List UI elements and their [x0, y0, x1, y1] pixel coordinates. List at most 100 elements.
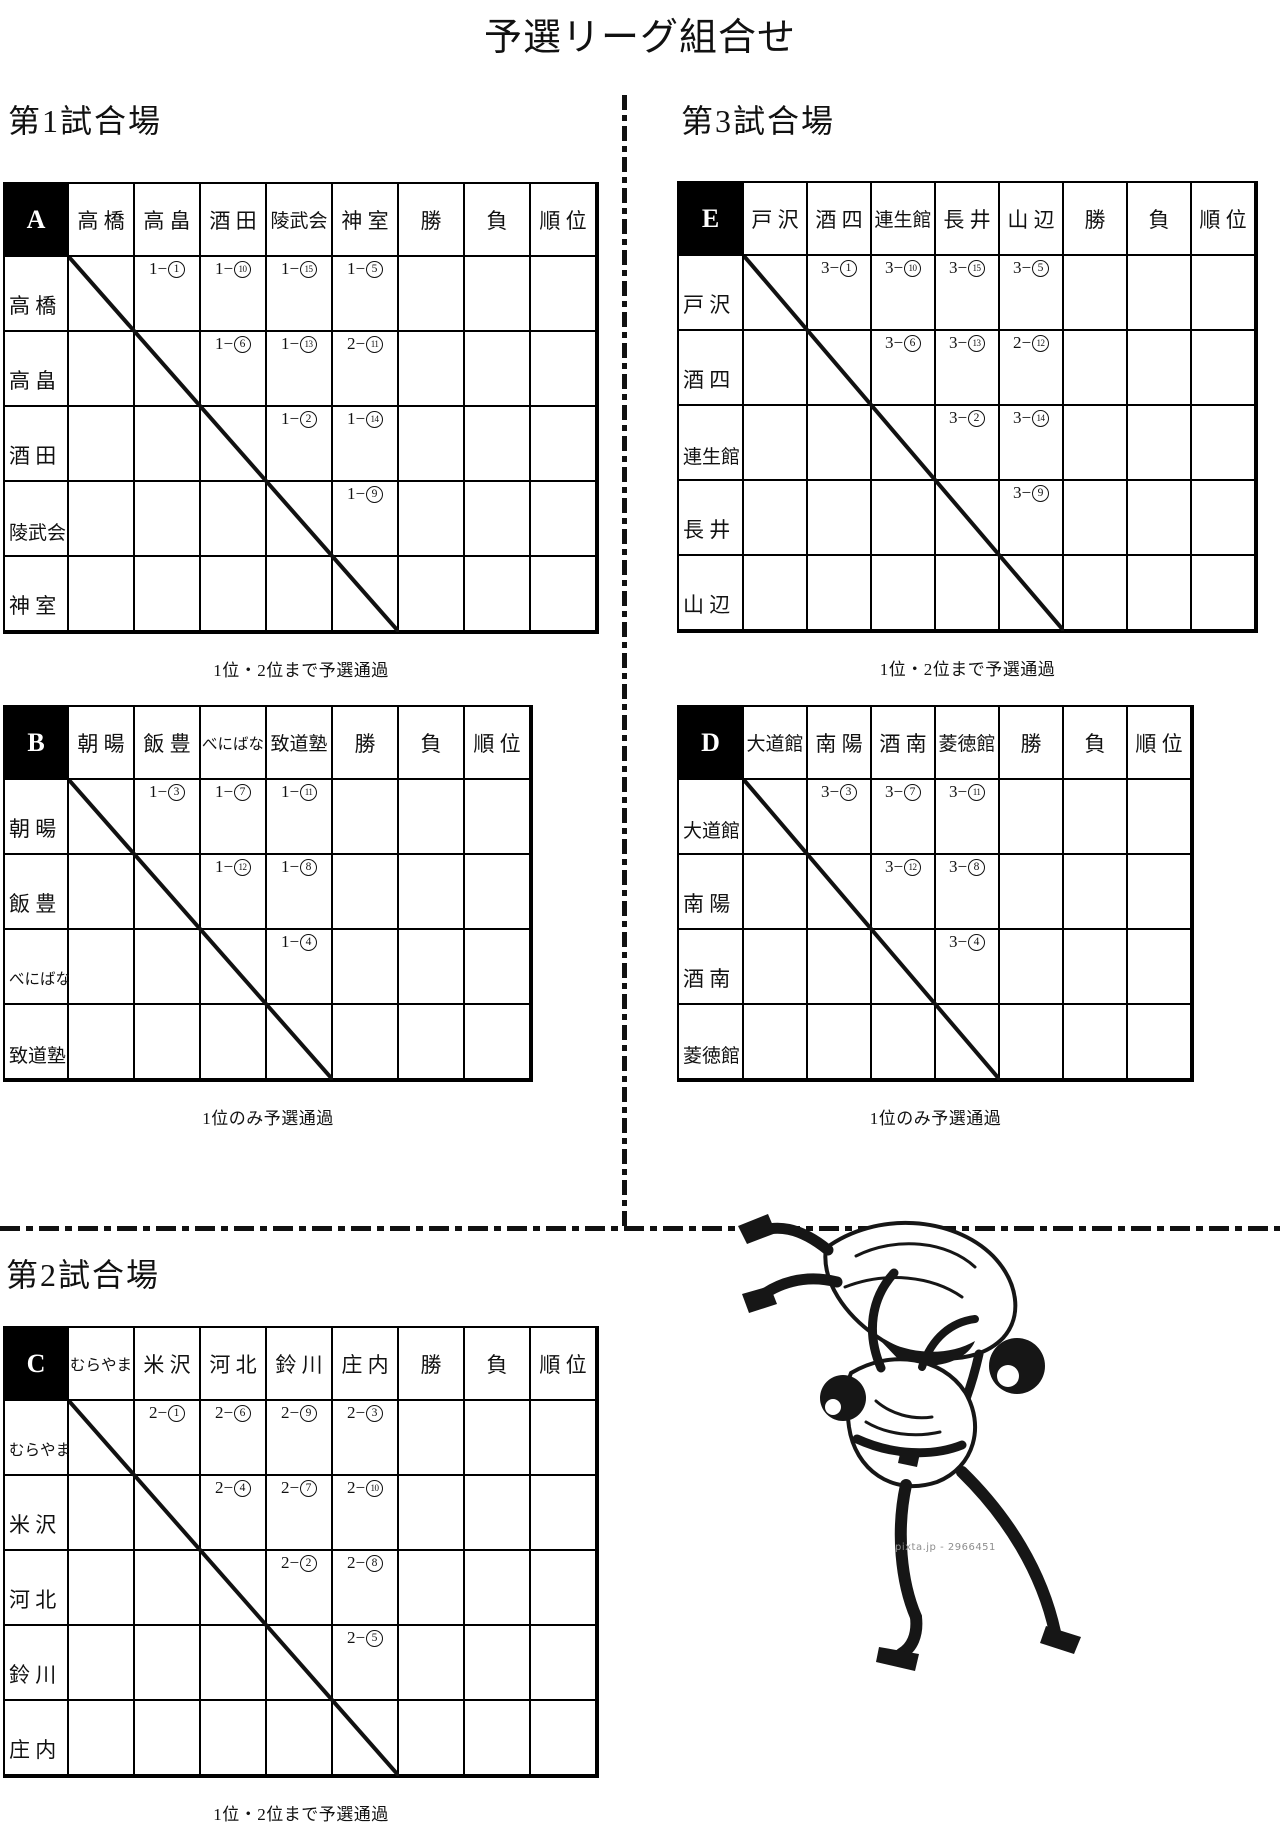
match-number-circle: 5 [1032, 260, 1050, 277]
match-number-circle: 13 [300, 336, 318, 353]
match-round: 2− [280, 1478, 300, 1497]
team-row-header: 朝 暘 [5, 780, 69, 855]
team-row-header: 飯 豊 [5, 855, 69, 930]
match-number-circle: 6 [904, 335, 922, 352]
match-cell: 3− 7 [872, 780, 936, 855]
team-column-header: 菱徳館 [936, 707, 1000, 780]
match-round: 1− [346, 484, 366, 503]
match-cell [135, 855, 201, 930]
match-round: 1− [280, 932, 300, 951]
match-cell [744, 331, 808, 406]
match-round: 1− [214, 259, 234, 278]
team-column-header: むらやま [69, 1328, 135, 1401]
rank-cell [1192, 481, 1256, 556]
match-cell [333, 1701, 399, 1776]
match-cell: 2− 12 [1000, 331, 1064, 406]
match-cell: 1− 14 [333, 407, 399, 482]
match-cell [267, 557, 333, 632]
judo-illustration [738, 1214, 1081, 1671]
match-cell [69, 407, 135, 482]
match-cell: 1− 2 [267, 407, 333, 482]
loss-header: 負 [1128, 183, 1192, 256]
team-column-header: 庄 内 [333, 1328, 399, 1401]
team-column-header: 南 陽 [808, 707, 872, 780]
team-column-header: 戸 沢 [744, 183, 808, 256]
win-cell [1000, 780, 1064, 855]
win-cell [399, 407, 465, 482]
loss-cell [1064, 855, 1128, 930]
match-round: 3− [948, 932, 968, 951]
match-number-circle: 6 [234, 1405, 252, 1422]
win-cell [1064, 256, 1128, 331]
match-round: 2− [346, 334, 366, 353]
match-cell: 1− 15 [267, 257, 333, 332]
team-column-header: 酒 田 [201, 184, 267, 257]
match-cell: 1− 3 [135, 780, 201, 855]
match-cell: 3− 3 [808, 780, 872, 855]
match-cell [808, 481, 872, 556]
match-round: 2− [280, 1553, 300, 1572]
win-cell [1000, 1005, 1064, 1080]
team-column-header: 陵武会 [267, 184, 333, 257]
win-cell [399, 482, 465, 557]
match-cell [69, 930, 135, 1005]
match-cell [69, 1701, 135, 1776]
team-column-header: 高 畠 [135, 184, 201, 257]
team-row-header: 米 沢 [5, 1476, 69, 1551]
loss-cell [465, 1701, 531, 1776]
match-round: 3− [948, 408, 968, 427]
match-cell: 1− 8 [267, 855, 333, 930]
match-number-circle: 7 [300, 1480, 318, 1497]
win-header: 勝 [1064, 183, 1128, 256]
match-cell [69, 557, 135, 632]
pool-corner-cell: C [5, 1328, 69, 1401]
match-round: 1− [280, 334, 300, 353]
team-column-header: 飯 豊 [135, 707, 201, 780]
match-cell [69, 855, 135, 930]
match-cell [135, 407, 201, 482]
win-cell [399, 1626, 465, 1701]
rank-header: 順 位 [1192, 183, 1256, 256]
match-number-circle: 14 [366, 411, 384, 428]
match-cell [744, 1005, 808, 1080]
match-cell [872, 481, 936, 556]
match-round: 3− [948, 333, 968, 352]
team-column-header: 高 橋 [69, 184, 135, 257]
match-number-circle: 9 [366, 486, 384, 503]
rank-cell [1128, 930, 1192, 1005]
loss-cell [465, 482, 531, 557]
qualification-note: 1位・2位まで予選通過 [213, 1805, 389, 1824]
win-cell [333, 930, 399, 1005]
match-cell: 3− 12 [872, 855, 936, 930]
win-cell [333, 780, 399, 855]
match-number-circle: 8 [300, 859, 318, 876]
match-cell: 3− 1 [808, 256, 872, 331]
match-cell [808, 855, 872, 930]
loss-cell [399, 930, 465, 1005]
match-cell: 1− 7 [201, 780, 267, 855]
team-row-header: 神 室 [5, 557, 69, 632]
loss-header: 負 [399, 707, 465, 780]
loss-cell [465, 257, 531, 332]
match-round: 2− [1012, 333, 1032, 352]
rank-cell [531, 1626, 597, 1701]
rank-cell [1192, 331, 1256, 406]
team-column-header: 酒 南 [872, 707, 936, 780]
team-row-header: 高 橋 [5, 257, 69, 332]
team-row-header: 高 畠 [5, 332, 69, 407]
match-number-circle: 7 [234, 784, 252, 801]
rank-cell [531, 407, 597, 482]
match-round: 1− [280, 409, 300, 428]
win-cell [399, 1476, 465, 1551]
team-column-header: 米 沢 [135, 1328, 201, 1401]
match-number-circle: 8 [968, 859, 986, 876]
match-cell [135, 1701, 201, 1776]
win-cell [333, 855, 399, 930]
team-column-header: 鈴 川 [267, 1328, 333, 1401]
divider-vertical [622, 95, 627, 1228]
match-cell [201, 407, 267, 482]
match-number-circle: 3 [840, 784, 858, 801]
match-round: 3− [884, 782, 904, 801]
match-cell [69, 1005, 135, 1080]
match-cell: 2− 4 [201, 1476, 267, 1551]
